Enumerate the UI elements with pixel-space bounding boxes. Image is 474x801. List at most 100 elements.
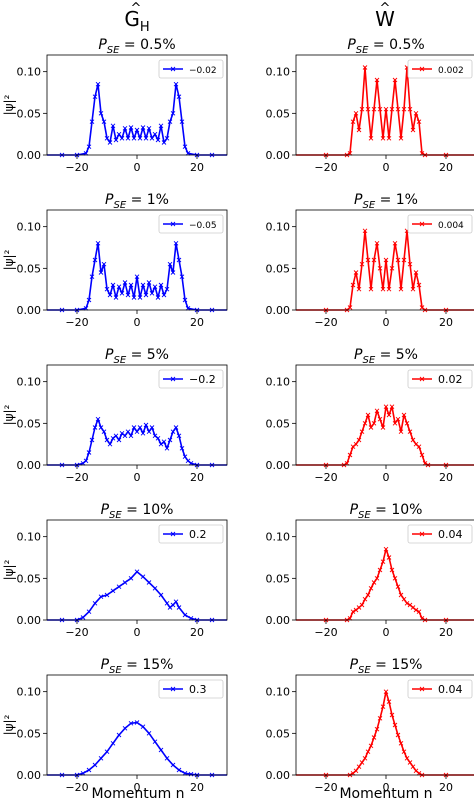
data-point-marker xyxy=(125,136,131,141)
data-point-marker xyxy=(104,437,110,443)
data-point-marker xyxy=(164,446,170,451)
data-point-marker xyxy=(134,274,140,279)
x-tick-label: 0 xyxy=(134,161,141,174)
data-point-marker xyxy=(152,131,158,137)
y-axis-label: |ψ|² xyxy=(2,94,16,115)
data-point-marker xyxy=(383,689,389,694)
y-tick-label: 0.00 xyxy=(266,459,291,472)
data-point-marker xyxy=(149,291,155,296)
panel-1-right: PSE = 0.5% 0.00 0.05 0.10 −20 0 20 0.002 xyxy=(266,37,474,174)
column-header-left-hat: ^ xyxy=(131,1,142,16)
data-point-marker xyxy=(152,739,158,744)
data-point-marker xyxy=(407,261,413,267)
data-point-marker xyxy=(116,284,122,289)
data-point-marker xyxy=(353,111,359,116)
panel-5-left: PSE = 15% 0.00 0.05 0.10 −20 0 20 |ψ|² 0.3 xyxy=(2,657,228,794)
data-point-marker xyxy=(86,144,92,149)
data-point-marker xyxy=(401,257,407,263)
series-line xyxy=(296,405,474,466)
data-point-marker xyxy=(359,760,365,765)
data-point-marker xyxy=(122,433,128,439)
data-point-marker xyxy=(380,559,386,564)
legend-box xyxy=(158,214,224,234)
y-tick-label: 0.00 xyxy=(17,149,42,162)
data-point-marker xyxy=(182,454,188,459)
y-tick-label: 0.00 xyxy=(266,769,291,782)
panel-2-right: PSE = 1% 0.00 0.05 0.10 −20 0 20 0.004 xyxy=(266,192,474,329)
data-point-marker xyxy=(395,257,401,263)
data-point-marker xyxy=(140,125,146,130)
data-point-marker xyxy=(155,137,161,143)
data-point-marker xyxy=(377,106,383,112)
legend-marker xyxy=(419,221,425,227)
data-point-marker xyxy=(386,286,392,292)
x-tick-label: 0 xyxy=(383,161,390,174)
y-tick-label: 0.00 xyxy=(266,614,291,627)
series-line xyxy=(47,83,227,156)
data-point-marker xyxy=(89,119,95,124)
data-point-marker xyxy=(158,747,164,753)
data-point-marker xyxy=(362,228,368,234)
x-tick-label: 0 xyxy=(383,626,390,639)
data-point-marker xyxy=(380,286,386,292)
data-point-marker xyxy=(143,422,149,428)
data-point-marker xyxy=(113,137,119,143)
data-point-marker xyxy=(176,605,182,610)
x-tick-label: 20 xyxy=(439,781,453,794)
column-header-left-sub: H xyxy=(140,20,150,35)
data-point-marker xyxy=(392,421,398,426)
x-tick-label: 0 xyxy=(383,471,390,484)
data-point-marker xyxy=(167,261,173,267)
data-point-marker xyxy=(410,286,416,292)
panel-title: PSE = 5% xyxy=(354,347,418,366)
data-point-marker xyxy=(371,106,377,112)
data-point-marker xyxy=(125,292,131,298)
data-point-marker xyxy=(407,760,413,765)
data-point-marker xyxy=(158,282,164,288)
column-header-left-base: G xyxy=(124,7,140,31)
panel-title: PSE = 1% xyxy=(105,192,169,211)
y-tick-label: 0.00 xyxy=(266,304,291,317)
data-point-marker xyxy=(116,732,122,738)
data-point-marker xyxy=(392,77,398,83)
data-point-marker xyxy=(137,425,143,430)
data-point-marker xyxy=(410,437,416,443)
y-axis-label: |ψ|² xyxy=(2,249,16,270)
series-line xyxy=(47,721,227,776)
data-point-marker xyxy=(359,261,365,267)
data-point-marker xyxy=(137,136,143,141)
y-tick-label: 0.05 xyxy=(266,572,291,585)
data-point-marker xyxy=(86,609,92,614)
y-tick-label: 0.10 xyxy=(266,66,291,79)
data-point-marker xyxy=(395,584,401,589)
panel-3-left: PSE = 5% 0.00 0.05 0.10 −20 0 20 |ψ|² −0.2 xyxy=(2,347,228,484)
data-point-marker xyxy=(416,444,422,449)
data-point-marker xyxy=(146,580,152,585)
data-point-marker xyxy=(131,295,137,300)
data-point-marker xyxy=(128,125,134,130)
x-tick-label: 0 xyxy=(383,781,390,794)
data-point-marker xyxy=(104,749,110,754)
data-point-marker xyxy=(122,580,128,585)
y-tick-label: 0.05 xyxy=(266,727,291,740)
data-point-marker xyxy=(389,712,395,718)
x-tick-label: −20 xyxy=(65,161,88,174)
data-point-marker xyxy=(389,266,395,271)
data-point-marker xyxy=(356,286,362,292)
data-point-marker xyxy=(155,436,161,441)
data-point-marker xyxy=(374,408,380,414)
data-point-marker xyxy=(398,592,404,598)
data-point-marker xyxy=(161,140,167,145)
data-point-marker xyxy=(362,65,368,70)
data-point-marker xyxy=(107,441,113,447)
data-point-marker xyxy=(92,257,98,263)
y-tick-label: 0.10 xyxy=(17,686,42,699)
x-tick-label: 0 xyxy=(134,626,141,639)
panel-title: PSE = 15% xyxy=(350,657,423,676)
legend-box xyxy=(158,369,224,389)
data-point-marker xyxy=(386,136,392,141)
y-tick-label: 0.10 xyxy=(266,221,291,234)
data-point-marker xyxy=(101,429,107,434)
panel-3-right: PSE = 5% 0.00 0.05 0.10 −20 0 20 0.02 xyxy=(266,347,474,484)
data-point-marker xyxy=(131,136,137,141)
